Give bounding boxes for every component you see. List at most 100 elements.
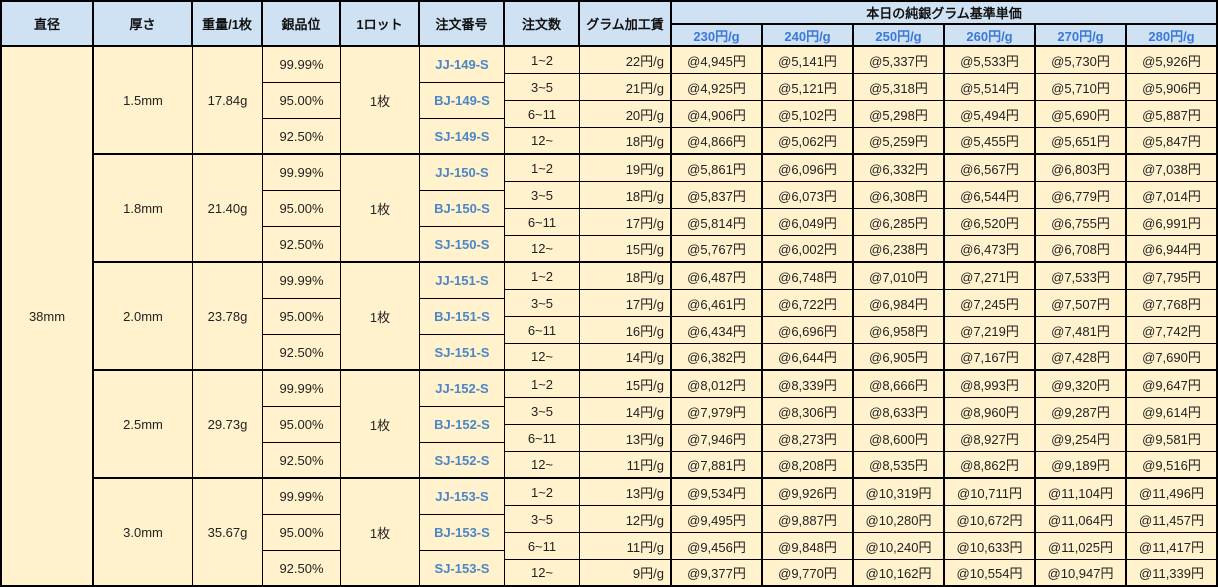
unit-price-cell: @11,025円 (1036, 533, 1127, 560)
unit-price-cell: @5,259円 (854, 128, 945, 155)
order-number-cell: BJ-152-S (420, 407, 505, 443)
unit-price-cell: @6,238円 (854, 236, 945, 263)
header-lot: 1ロット (341, 2, 420, 47)
header-weight: 重量/1枚 (193, 2, 263, 47)
unit-price-cell: @6,285円 (854, 209, 945, 236)
unit-price-cell: @7,946円 (672, 425, 763, 452)
order-number-cell: SJ-151-S (420, 335, 505, 371)
processing-fee-cell: 12円/g (580, 506, 672, 533)
order-qty-cell: 12~ (505, 236, 580, 263)
grade-cell: 95.00% (263, 515, 341, 551)
grade-cell: 99.99% (263, 479, 341, 515)
unit-price-cell: @6,073円 (763, 182, 854, 209)
unit-price-cell: @6,544円 (945, 182, 1036, 209)
unit-price-cell: @8,273円 (763, 425, 854, 452)
lot-cell: 1枚 (341, 371, 420, 479)
grade-cell: 99.99% (263, 47, 341, 83)
grade-cell: 95.00% (263, 299, 341, 335)
order-qty-cell: 3~5 (505, 506, 580, 533)
unit-price-cell: @5,455円 (945, 128, 1036, 155)
thickness-cell: 1.8mm (94, 155, 193, 263)
thickness-cell: 1.5mm (94, 47, 193, 155)
unit-price-cell: @6,748円 (763, 263, 854, 290)
unit-price-cell: @5,926円 (1127, 47, 1218, 74)
unit-price-cell: @10,633円 (945, 533, 1036, 560)
unit-price-cell: @8,535円 (854, 452, 945, 479)
unit-price-cell: @8,012円 (672, 371, 763, 398)
processing-fee-cell: 18円/g (580, 182, 672, 209)
unit-price-cell: @5,141円 (763, 47, 854, 74)
processing-fee-cell: 14円/g (580, 344, 672, 371)
processing-fee-cell: 17円/g (580, 290, 672, 317)
unit-price-cell: @5,767円 (672, 236, 763, 263)
unit-price-cell: @6,696円 (763, 317, 854, 344)
unit-price-cell: @6,905円 (854, 344, 945, 371)
order-qty-cell: 6~11 (505, 101, 580, 128)
unit-price-cell: @10,554円 (945, 560, 1036, 587)
unit-price-cell: @5,514円 (945, 74, 1036, 101)
unit-price-cell: @5,837円 (672, 182, 763, 209)
unit-price-cell: @7,881円 (672, 452, 763, 479)
unit-price-cell: @9,647円 (1127, 371, 1218, 398)
unit-price-cell: @6,722円 (763, 290, 854, 317)
unit-price-cell: @6,944円 (1127, 236, 1218, 263)
order-qty-cell: 1~2 (505, 479, 580, 506)
grade-cell: 92.50% (263, 335, 341, 371)
unit-price-cell: @8,339円 (763, 371, 854, 398)
unit-price-cell: @6,803円 (1036, 155, 1127, 182)
header-order-qty: 注文数 (505, 2, 580, 47)
order-qty-cell: 6~11 (505, 425, 580, 452)
diameter-cell: 38mm (2, 47, 94, 587)
unit-price-cell: @6,382円 (672, 344, 763, 371)
unit-price-cell: @5,861円 (672, 155, 763, 182)
processing-fee-cell: 17円/g (580, 209, 672, 236)
unit-price-cell: @10,240円 (854, 533, 945, 560)
unit-price-cell: @6,308円 (854, 182, 945, 209)
order-number-cell: BJ-149-S (420, 83, 505, 119)
lot-cell: 1枚 (341, 47, 420, 155)
order-number-cell: JJ-149-S (420, 47, 505, 83)
order-qty-cell: 12~ (505, 344, 580, 371)
unit-price-cell: @6,779円 (1036, 182, 1127, 209)
unit-price-cell: @4,866円 (672, 128, 763, 155)
unit-price-cell: @5,651円 (1036, 128, 1127, 155)
unit-price-cell: @5,337円 (854, 47, 945, 74)
thickness-cell: 3.0mm (94, 479, 193, 587)
order-number-cell: JJ-152-S (420, 371, 505, 407)
processing-fee-cell: 9円/g (580, 560, 672, 587)
order-qty-cell: 3~5 (505, 182, 580, 209)
unit-price-cell: @4,906円 (672, 101, 763, 128)
unit-price-cell: @5,298円 (854, 101, 945, 128)
processing-fee-cell: 15円/g (580, 371, 672, 398)
order-number-cell: BJ-150-S (420, 191, 505, 227)
unit-price-cell: @8,927円 (945, 425, 1036, 452)
unit-price-cell: @5,690円 (1036, 101, 1127, 128)
grade-cell: 99.99% (263, 155, 341, 191)
grade-cell: 99.99% (263, 263, 341, 299)
unit-price-cell: @5,814円 (672, 209, 763, 236)
unit-price-cell: @9,534円 (672, 479, 763, 506)
unit-price-cell: @7,038円 (1127, 155, 1218, 182)
header-price-0: 230円/g (672, 25, 763, 47)
order-qty-cell: 12~ (505, 128, 580, 155)
unit-price-cell: @6,644円 (763, 344, 854, 371)
unit-price-cell: @7,245円 (945, 290, 1036, 317)
order-qty-cell: 1~2 (505, 155, 580, 182)
unit-price-cell: @6,487円 (672, 263, 763, 290)
weight-cell: 23.78g (193, 263, 263, 371)
grade-cell: 92.50% (263, 551, 341, 587)
unit-price-cell: @7,690円 (1127, 344, 1218, 371)
unit-price-cell: @6,049円 (763, 209, 854, 236)
unit-price-cell: @9,770円 (763, 560, 854, 587)
header-order-number: 注文番号 (420, 2, 505, 47)
processing-fee-cell: 21円/g (580, 74, 672, 101)
unit-price-cell: @5,318円 (854, 74, 945, 101)
unit-price-cell: @9,456円 (672, 533, 763, 560)
order-qty-cell: 1~2 (505, 263, 580, 290)
order-number-cell: JJ-150-S (420, 155, 505, 191)
header-price-group-title: 本日の純銀グラム基準単価 (672, 2, 1218, 25)
order-qty-cell: 3~5 (505, 398, 580, 425)
processing-fee-cell: 18円/g (580, 263, 672, 290)
unit-price-cell: @11,457円 (1127, 506, 1218, 533)
unit-price-cell: @6,332円 (854, 155, 945, 182)
